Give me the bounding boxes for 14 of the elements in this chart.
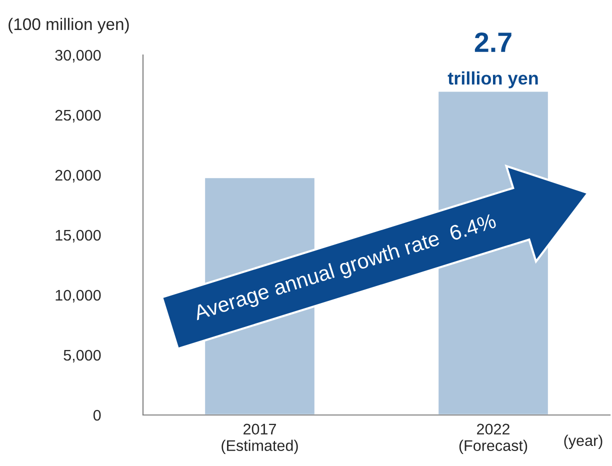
y-tick-label: 5,000 (64, 350, 101, 362)
y-tick-label: 30,000 (55, 50, 101, 62)
y-tick-label: 20,000 (55, 170, 101, 182)
annotation: Average annual growth rate 6.4% (192, 212, 498, 324)
x-tick-label: 2017 (Estimated) (222, 424, 298, 454)
x-axis-title: (year) (564, 434, 602, 450)
annotation: 2.7 (474, 32, 512, 52)
y-tick-label: 0 (93, 410, 101, 421)
y-axis-title: (100 million yen) (8, 18, 129, 34)
y-tick-label: 10,000 (56, 290, 101, 302)
x-tick-label: 2022 (Forecast) (459, 424, 528, 454)
y-tick-label: 25,000 (55, 110, 101, 122)
annotation: trillion yen (448, 71, 538, 88)
y-tick-label: 15,000 (56, 230, 101, 242)
